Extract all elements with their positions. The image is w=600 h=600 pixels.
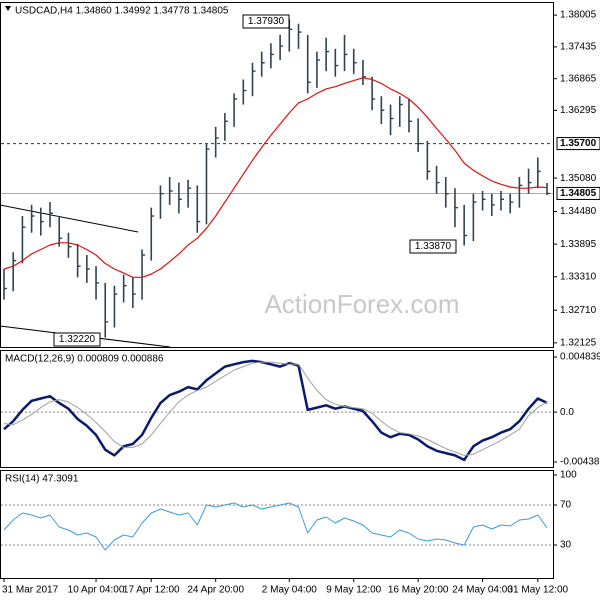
x-tick-label: 17 Apr 12:00 xyxy=(123,585,180,596)
x-tick-label: 24 Apr 20:00 xyxy=(187,585,244,596)
watermark: ActionForex.com xyxy=(264,289,459,319)
panel-frame xyxy=(0,470,554,579)
y-tick-label: 1.38005 xyxy=(560,10,597,21)
annotation: 1.37930 xyxy=(248,16,285,27)
menu-arrow xyxy=(5,6,11,11)
series-line xyxy=(3,359,548,462)
series-line xyxy=(3,77,548,278)
y-tick-label: 1.35080 xyxy=(560,173,597,184)
trend-line xyxy=(0,204,139,233)
panel-frame xyxy=(0,2,554,348)
annotation-box xyxy=(409,239,457,254)
series-line xyxy=(3,361,548,456)
x-tick-label: 24 May 04:00 xyxy=(452,585,513,596)
y-tick-label: -0.004381 xyxy=(560,457,600,468)
y-tick-label: 1.33895 xyxy=(560,239,597,250)
panel-title: MACD(12,26,9) 0.000809 0.000886 xyxy=(5,354,164,365)
panel-frame xyxy=(0,350,554,468)
y-tick-label: 1.36865 xyxy=(560,73,597,84)
y-tick-label: 1.33310 xyxy=(560,271,597,282)
level-label: 1.35700 xyxy=(560,138,597,149)
annotation-box xyxy=(242,14,290,29)
annotation: 1.33870 xyxy=(415,241,452,252)
series-line xyxy=(3,502,548,551)
y-tick-label: 1.34480 xyxy=(560,206,597,217)
y-tick-label: 0.0 xyxy=(560,407,574,418)
y-tick-label: 0.004839 xyxy=(560,352,600,363)
y-tick-label: 100 xyxy=(560,470,577,481)
y-tick-label: 1.32125 xyxy=(560,337,597,348)
level-label: 1.34805 xyxy=(560,188,597,199)
level-label-box xyxy=(556,137,600,151)
annotation-box xyxy=(53,332,101,347)
y-tick-label: 1.37435 xyxy=(560,42,597,53)
y-tick-label: 1.32710 xyxy=(560,305,597,316)
panel-title: RSI(14) 47.3091 xyxy=(5,474,79,485)
annotation: 1.32220 xyxy=(59,334,96,345)
x-tick-label: 10 Apr 04:00 xyxy=(68,585,125,596)
x-tick-label: 16 May 20:00 xyxy=(388,585,449,596)
y-tick-label: 70 xyxy=(560,500,572,511)
y-tick-label: 1.36295 xyxy=(560,105,597,116)
level-label-box xyxy=(556,186,600,200)
x-tick-label: 9 May 12:00 xyxy=(326,585,381,596)
panel-title: USDCAD,H4 1.34860 1.34992 1.34778 1.3480… xyxy=(15,6,229,17)
x-tick-label: 31 Mar 2017 xyxy=(2,585,59,596)
x-tick-label: 2 May 04:00 xyxy=(262,585,317,596)
y-tick-label: 30 xyxy=(560,540,572,551)
x-tick-label: 31 May 12:00 xyxy=(507,585,568,596)
